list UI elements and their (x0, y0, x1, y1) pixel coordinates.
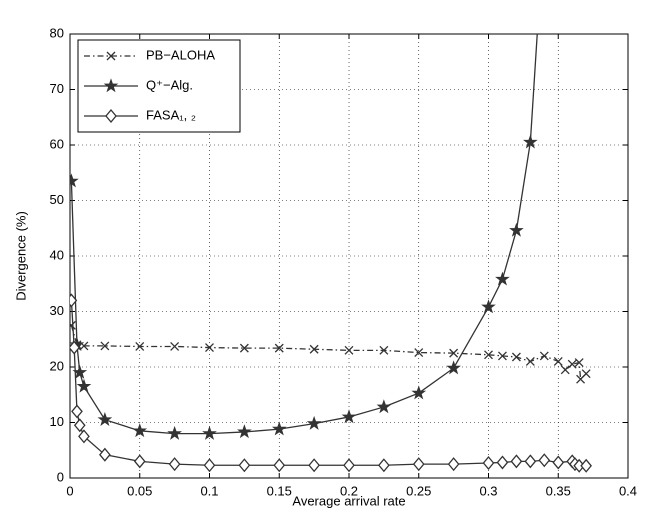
data-point (170, 342, 180, 351)
data-point (496, 455, 509, 470)
data-point (167, 425, 182, 440)
data-point (70, 320, 76, 330)
y-tick-label: 50 (50, 192, 64, 207)
data-point (376, 399, 392, 414)
legend-marker (106, 51, 116, 61)
data-point (553, 356, 563, 366)
data-point (344, 345, 354, 355)
data-point (497, 351, 507, 361)
data-point (203, 458, 216, 473)
data-point (168, 457, 181, 472)
data-point (343, 458, 355, 473)
data-point (446, 360, 461, 375)
data-point (306, 415, 322, 430)
y-tick-label: 80 (50, 25, 64, 40)
data-point (509, 222, 524, 237)
data-point (99, 447, 111, 462)
legend-marker (105, 108, 117, 124)
data-point (71, 404, 83, 419)
data-point (560, 365, 570, 375)
x-tick-label: 0.2 (340, 483, 358, 498)
series-line (70, 325, 587, 381)
data-point (484, 350, 493, 360)
data-point (552, 455, 565, 470)
data-point (411, 385, 427, 400)
legend-label: Q⁺−Alg. (146, 77, 193, 92)
legend-label: FASA₁, ₂ (146, 107, 196, 122)
data-point (239, 343, 249, 353)
data-point (70, 340, 81, 355)
legend-marker (103, 78, 119, 93)
y-tick-label: 40 (50, 247, 64, 262)
data-point (271, 421, 287, 436)
x-tick-label: 0.4 (619, 483, 637, 498)
data-point (341, 409, 357, 424)
data-point (205, 343, 214, 353)
data-point (481, 299, 496, 314)
data-point (539, 351, 549, 361)
data-point (581, 369, 591, 379)
data-point (202, 425, 217, 440)
x-axis-label: Average arrival rate (292, 493, 405, 508)
x-tick-label: 0.3 (479, 483, 497, 498)
data-point (70, 173, 79, 188)
series-line (70, 300, 587, 467)
data-point (447, 457, 460, 472)
series (70, 34, 538, 440)
series (70, 320, 591, 384)
data-point (567, 359, 577, 369)
data-point (132, 423, 148, 438)
data-point (70, 293, 78, 308)
data-point (308, 458, 320, 473)
x-tick-label: 0.05 (127, 483, 152, 498)
y-tick-label: 0 (57, 469, 64, 484)
data-point (273, 458, 286, 473)
data-point (97, 412, 113, 426)
data-point (482, 455, 495, 471)
data-point (495, 271, 510, 286)
data-point (449, 348, 459, 358)
data-point (76, 378, 92, 393)
data-point (412, 457, 425, 472)
legend-label: PB−ALOHA (146, 47, 215, 62)
plot-frame (69, 33, 629, 479)
data-point (378, 458, 390, 473)
data-point (73, 418, 86, 433)
x-tick-label: 0.25 (406, 483, 431, 498)
data-point (414, 348, 424, 358)
data-point (309, 344, 319, 354)
data-point (525, 356, 535, 366)
data-point (78, 429, 90, 444)
data-point (274, 343, 284, 353)
data-point (574, 358, 584, 368)
data-point (511, 352, 521, 362)
y-tick-label: 30 (50, 303, 64, 318)
data-point (580, 458, 592, 473)
y-tick-label: 60 (50, 136, 64, 151)
data-point (523, 134, 538, 149)
data-point (379, 345, 389, 355)
y-axis-label: Divergence (%) (13, 211, 28, 301)
y-tick-label: 70 (50, 81, 64, 96)
data-point (538, 453, 551, 468)
y-tick-label: 20 (50, 358, 64, 373)
data-point (100, 341, 110, 351)
x-tick-label: 0.15 (267, 483, 292, 498)
y-tick-label: 10 (50, 414, 64, 429)
data-point (237, 424, 252, 439)
data-point (524, 454, 537, 469)
data-point (238, 458, 251, 473)
data-point (133, 454, 146, 469)
x-tick-label: 0.35 (546, 483, 571, 498)
data-point (510, 454, 523, 469)
data-point (135, 342, 145, 351)
x-tick-label: 0 (66, 483, 73, 498)
series (70, 293, 592, 473)
x-tick-label: 0.1 (200, 483, 218, 498)
